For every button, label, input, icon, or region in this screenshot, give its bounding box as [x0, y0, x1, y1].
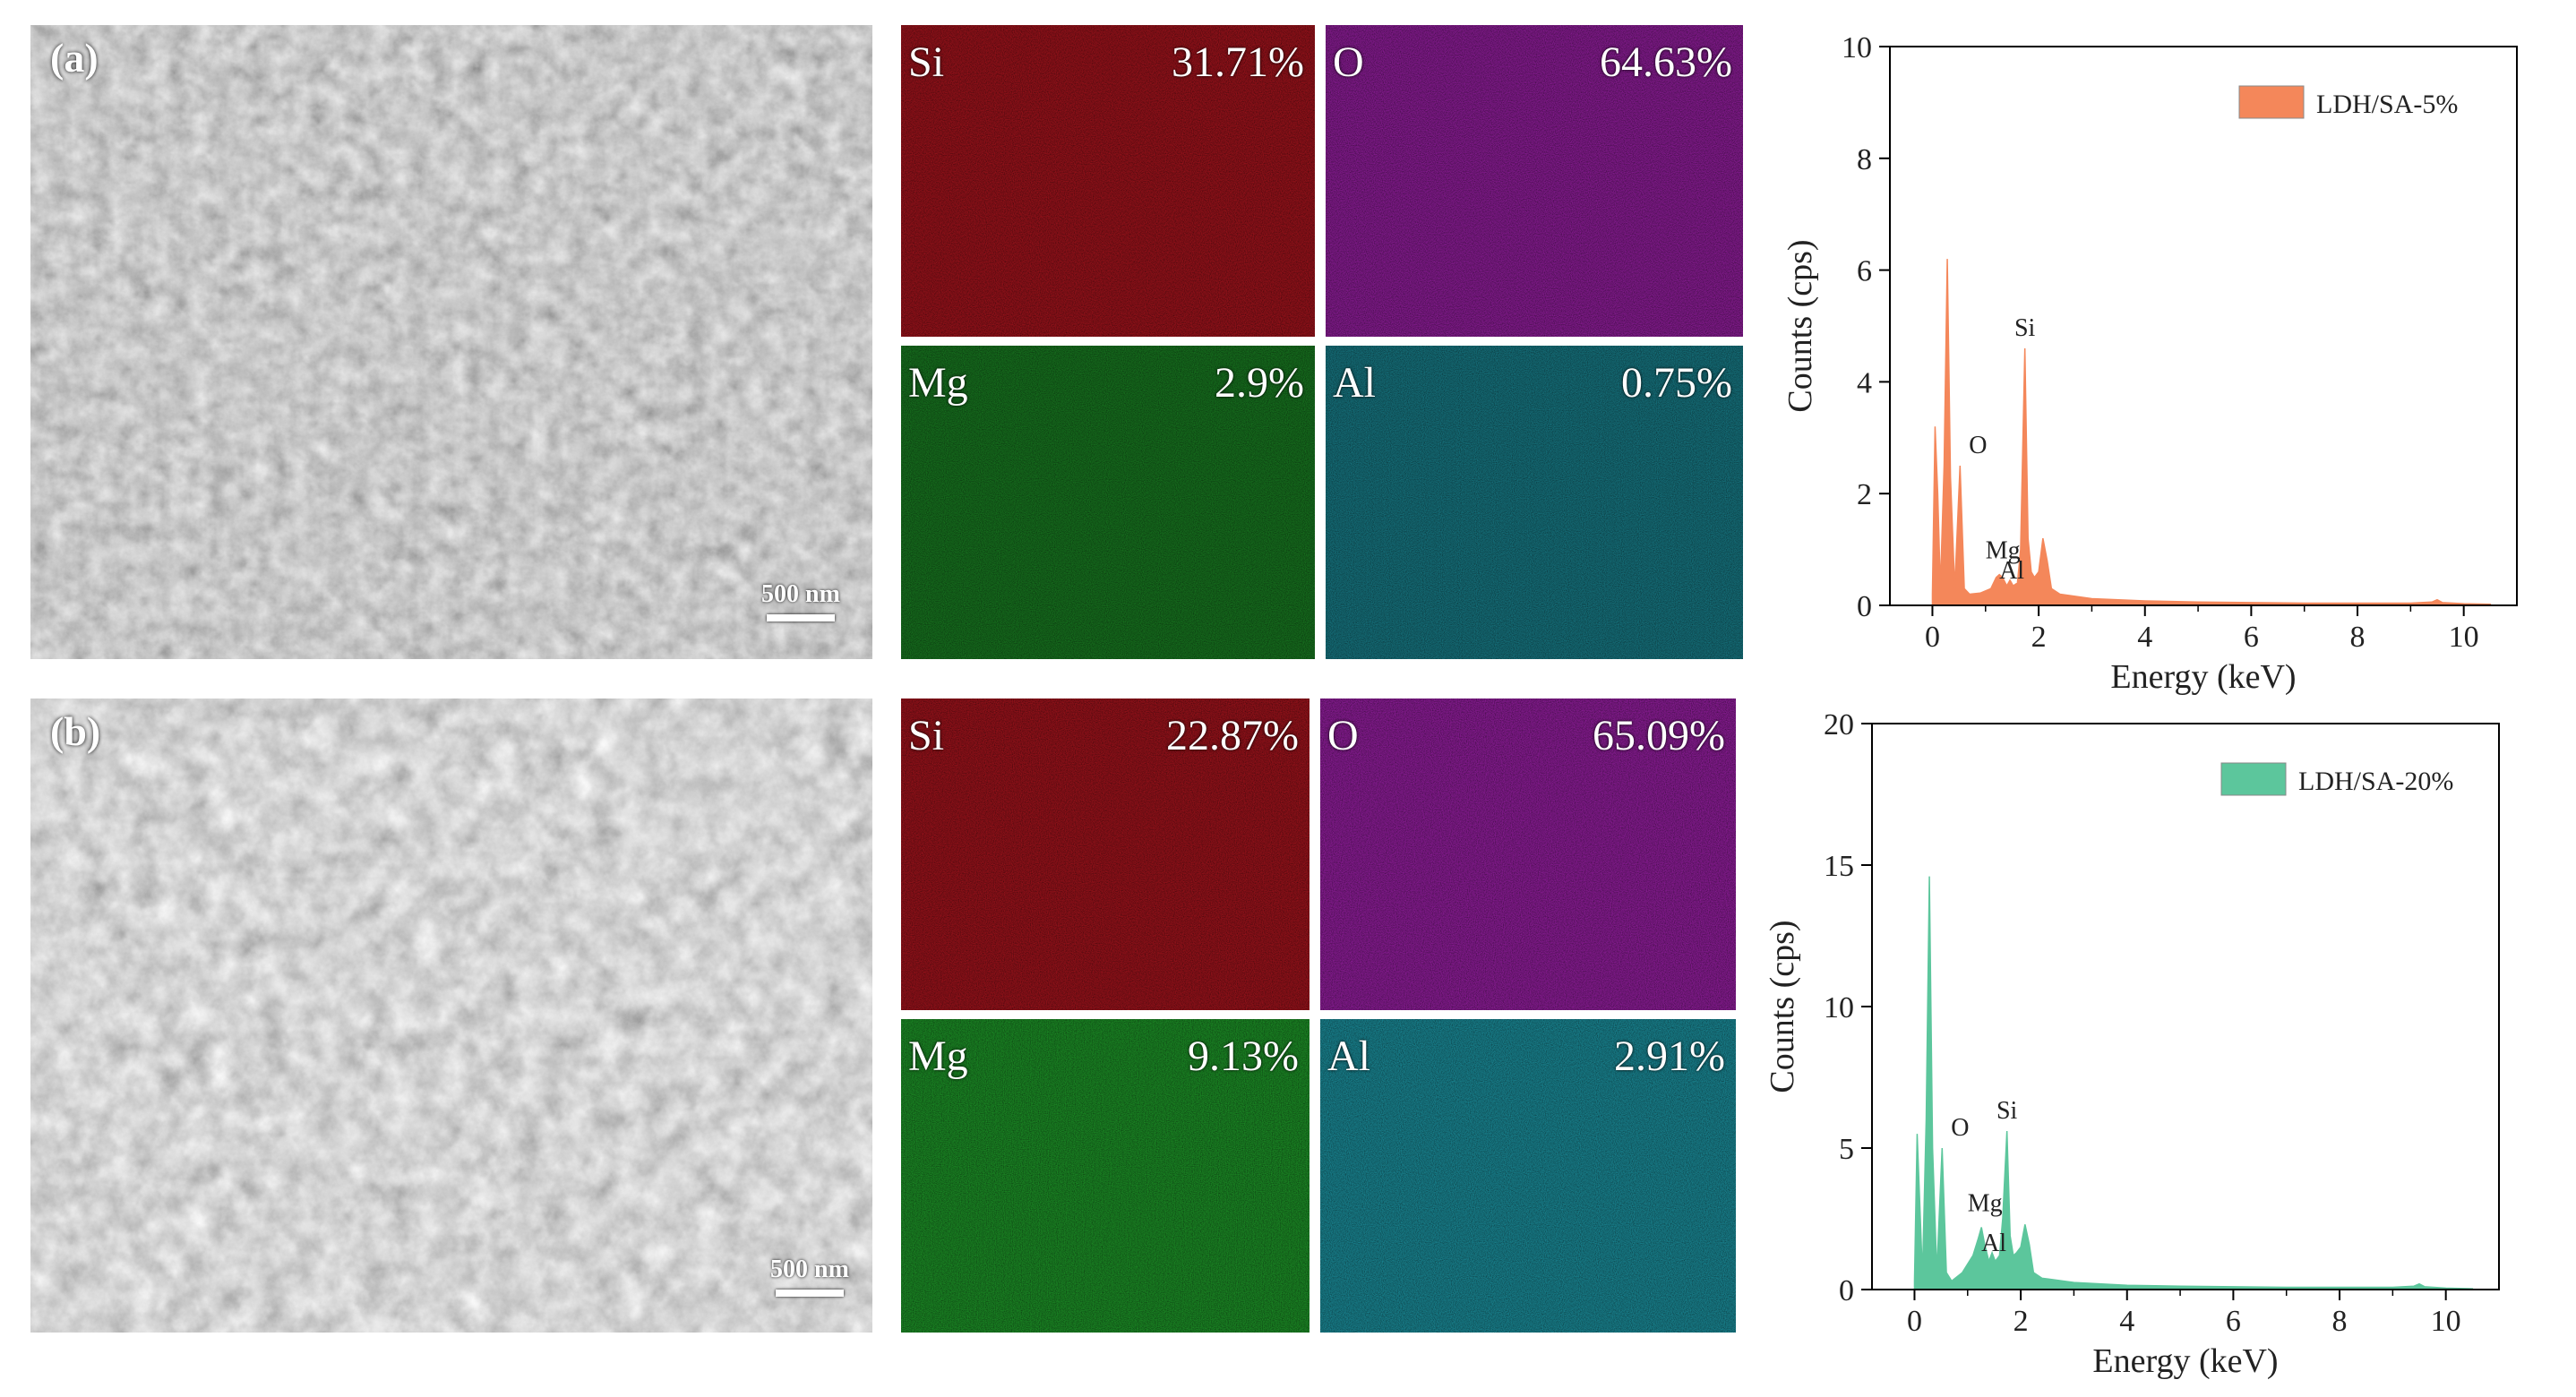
legend-swatch: [2238, 85, 2305, 119]
eds-map-a-o: O 64.63%: [1326, 25, 1743, 337]
legend-label: LDH/SA-20%: [2298, 767, 2453, 796]
sem-image-b: (b) 500 nm: [30, 698, 872, 1333]
eds-map-a-mg: Mg 2.9%: [901, 346, 1315, 659]
x-tick-label: 4: [2137, 621, 2152, 654]
peak-annotation: Si: [1996, 1097, 2018, 1125]
sem-texture-b: [30, 698, 872, 1333]
eds-percent-label: 31.71%: [1172, 39, 1304, 86]
y-tick-label: 15: [1824, 850, 1854, 883]
peak-annotation: Mg: [1968, 1189, 2003, 1217]
x-tick-label: 6: [2244, 621, 2259, 654]
x-tick-label: 10: [2431, 1305, 2461, 1338]
x-axis-label: Energy (keV): [2110, 658, 2296, 696]
x-tick-label: 2: [2014, 1305, 2029, 1338]
eds-element-label: O: [1333, 39, 1364, 86]
sem-texture-a: [30, 25, 872, 659]
eds-percent-label: 9.13%: [1188, 1033, 1299, 1080]
y-tick-label: 8: [1857, 143, 1872, 176]
x-tick-label: 6: [2226, 1305, 2241, 1338]
eds-map-texture: [1326, 25, 1743, 337]
eds-element-label: Al: [1333, 359, 1376, 407]
legend-label: LDH/SA-5%: [2316, 90, 2458, 119]
scale-bar-label-b: 500 nm: [770, 1256, 849, 1283]
x-tick-label: 0: [1907, 1305, 1922, 1338]
y-tick-label: 6: [1857, 255, 1872, 288]
peak-annotation: Mg: [1986, 537, 2021, 565]
plot-frame: [1889, 46, 2518, 606]
y-tick-label: 10: [1842, 31, 1872, 64]
y-tick-label: 0: [1839, 1274, 1854, 1307]
eds-percent-label: 2.91%: [1614, 1033, 1725, 1080]
y-tick-label: 2: [1857, 478, 1872, 511]
eds-percent-label: 0.75%: [1621, 359, 1732, 407]
spectrum-area: [1913, 876, 2474, 1290]
x-tick-label: 4: [2119, 1305, 2134, 1338]
scale-bar-b: 500 nm: [756, 1256, 863, 1297]
eds-map-texture: [901, 698, 1309, 1010]
peak-annotation: O: [1969, 432, 1987, 459]
eds-map-a-si: Si 31.71%: [901, 25, 1315, 337]
eds-map-texture: [901, 25, 1315, 337]
panel-label-b: (b): [50, 708, 101, 754]
spectrum-area: [1931, 259, 2492, 606]
x-tick-label: 2: [2031, 621, 2047, 654]
eds-spectrum-svg-b: 0 2 4 6 8 10 0 5 10 15 20 Energy (keV) Counts (cps) O…: [1764, 708, 2500, 1380]
eds-spectrum-chart-b: 0 2 4 6 8 10 0 5 10 15 20 Energy (keV) Counts (cps) O…: [1738, 698, 2562, 1388]
eds-map-a-al: Al 0.75%: [1326, 346, 1743, 659]
eds-spectrum-chart-a: 0 2 4 6 8 10 0 2 4 6 8 10 Energy (keV) Counts (cps) O S…: [1756, 18, 2562, 716]
scale-bar-label-a: 500 nm: [761, 580, 840, 608]
y-tick-label: 5: [1839, 1133, 1854, 1166]
eds-element-label: Mg: [908, 359, 968, 407]
plot-frame: [1871, 723, 2500, 1290]
peak-annotation: Si: [2014, 314, 2036, 342]
y-tick-label: 20: [1824, 708, 1854, 741]
eds-map-texture: [1320, 1019, 1736, 1333]
x-axis-label: Energy (keV): [2092, 1342, 2278, 1380]
y-axis-label: Counts (cps): [1782, 239, 1819, 412]
eds-map-b-al: Al 2.91%: [1320, 1019, 1736, 1333]
eds-map-texture: [901, 1019, 1309, 1333]
y-axis-label: Counts (cps): [1764, 920, 1801, 1093]
eds-map-texture: [901, 346, 1315, 659]
peak-annotation: O: [1951, 1114, 1969, 1142]
eds-element-label: Al: [1327, 1033, 1370, 1080]
eds-percent-label: 64.63%: [1600, 39, 1732, 86]
eds-map-texture: [1326, 346, 1743, 659]
sem-image-a: (a) 500 nm: [30, 25, 872, 659]
eds-element-label: Si: [908, 712, 945, 759]
eds-map-b-o: O 65.09%: [1320, 698, 1736, 1010]
x-tick-label: 0: [1925, 621, 1940, 654]
scale-bar-line-a: [767, 614, 835, 621]
eds-percent-label: 2.9%: [1215, 359, 1304, 407]
x-tick-label: 8: [2350, 621, 2366, 654]
eds-map-b-mg: Mg 9.13%: [901, 1019, 1309, 1333]
legend-swatch: [2220, 762, 2287, 796]
y-tick-label: 4: [1857, 366, 1872, 399]
y-tick-label: 0: [1857, 590, 1872, 623]
panel-label-a: (a): [50, 35, 99, 81]
x-tick-label: 8: [2332, 1305, 2348, 1338]
eds-element-label: Si: [908, 39, 945, 86]
eds-percent-label: 65.09%: [1593, 712, 1725, 759]
eds-spectrum-svg-a: 0 2 4 6 8 10 0 2 4 6 8 10 Energy (keV) Counts (cps) O S…: [1782, 31, 2518, 696]
scale-bar-a: 500 nm: [747, 580, 854, 621]
y-tick-label: 10: [1824, 991, 1854, 1024]
peak-annotation: Al: [1999, 557, 2024, 585]
eds-element-label: Mg: [908, 1033, 968, 1080]
eds-map-texture: [1320, 698, 1736, 1010]
eds-map-b-si: Si 22.87%: [901, 698, 1309, 1010]
eds-element-label: O: [1327, 712, 1359, 759]
scale-bar-line-b: [776, 1290, 844, 1297]
x-tick-label: 10: [2449, 621, 2479, 654]
peak-annotation: Al: [1981, 1230, 2006, 1257]
eds-percent-label: 22.87%: [1166, 712, 1299, 759]
